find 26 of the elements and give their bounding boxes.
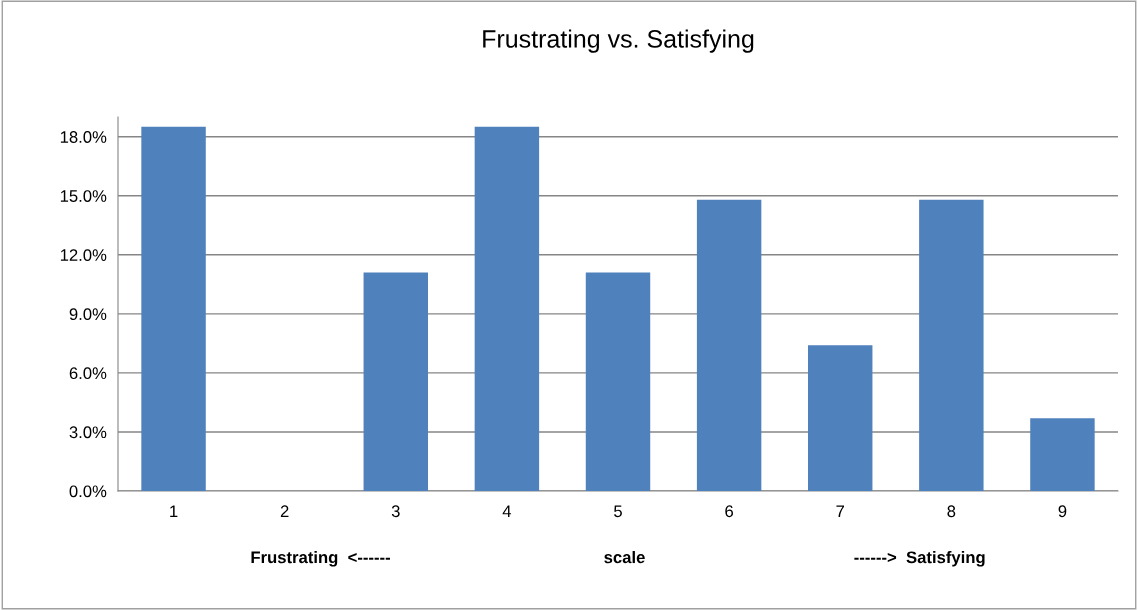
bar bbox=[363, 272, 428, 491]
x-tick-label: 9 bbox=[1058, 505, 1067, 518]
x-tick-label: 1 bbox=[170, 505, 178, 517]
y-tick-label: 18.0% bbox=[60, 131, 107, 143]
y-tick-label: 9.0% bbox=[69, 308, 107, 321]
x-tick-label: 8 bbox=[947, 505, 956, 518]
y-tick-label: 12.0% bbox=[60, 249, 107, 261]
bar bbox=[585, 272, 651, 491]
x-tick-label: 2 bbox=[280, 505, 289, 517]
x-axis-title: Frustrating <------ scale ------> Satisfying bbox=[251, 550, 985, 567]
x-tick-label: 3 bbox=[391, 505, 400, 518]
y-tick-label: 6.0% bbox=[69, 367, 107, 380]
x-tick-label: 7 bbox=[836, 505, 845, 517]
bar bbox=[1030, 418, 1095, 491]
bar bbox=[474, 126, 540, 491]
bar bbox=[696, 199, 762, 491]
y-tick-label: 3.0% bbox=[69, 426, 107, 439]
bar bbox=[919, 199, 984, 491]
y-tick-label: 0.0% bbox=[69, 485, 107, 498]
x-tick-label: 6 bbox=[725, 505, 734, 518]
chart-title: Frustrating vs. Satisfying bbox=[483, 29, 754, 53]
x-tick-label: 5 bbox=[614, 505, 622, 518]
x-tick-label: 4 bbox=[502, 505, 512, 517]
bar bbox=[141, 126, 206, 491]
bar bbox=[808, 345, 873, 491]
y-tick-label: 15.0% bbox=[60, 190, 107, 202]
